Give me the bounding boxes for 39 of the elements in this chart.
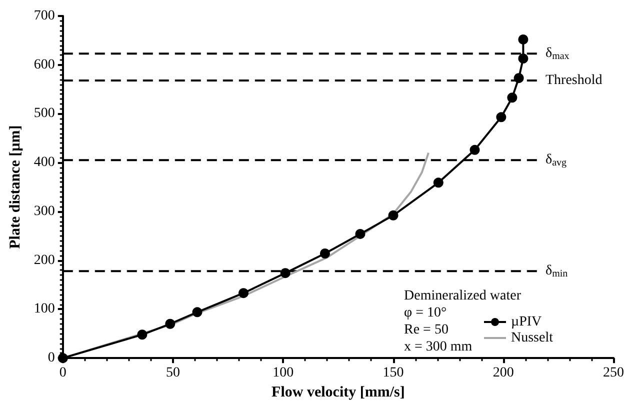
point [192,307,202,318]
legend-label: Nusselt [511,330,554,346]
point [280,268,290,278]
y-tick-label: 300 [34,204,55,219]
y-tick-label: 200 [34,252,55,268]
x-tick-label: 0 [59,366,66,381]
annotation: x = 300 mm [404,340,472,354]
point [433,178,444,188]
y-axis-title: Plate distance [µm] [8,125,24,249]
annotation: Re = 50 [404,322,448,338]
y-tick-label: 0 [48,350,55,366]
x-tick-label: 150 [382,366,404,381]
y-tick-label: 700 [34,8,55,24]
y-tick-label: 600 [34,57,55,72]
point [470,144,480,155]
point [514,73,524,84]
annotation: φ = 10° [404,306,447,320]
point [388,210,398,220]
point [58,353,68,364]
point [137,330,148,340]
x-tick-label: 100 [272,366,294,381]
x-tick-label: 250 [603,366,624,381]
y-tick-label: 100 [34,302,55,317]
x-tick-label: 200 [492,366,514,381]
y-tick-label: 400 [34,155,55,170]
point [507,92,518,103]
point [355,228,366,239]
legend-label: µPIV [511,314,542,330]
ref-line-label: Threshold [546,73,602,88]
point [238,288,248,298]
point [518,34,528,44]
x-tick-label: 50 [166,366,180,381]
point [320,248,330,259]
point [165,318,176,329]
point [518,54,528,64]
x-axis-title: Flow velocity [mm/s] [272,384,405,400]
y-tick-label: 500 [34,106,55,122]
point [496,112,506,122]
annotation: Demineralized water [404,288,522,304]
